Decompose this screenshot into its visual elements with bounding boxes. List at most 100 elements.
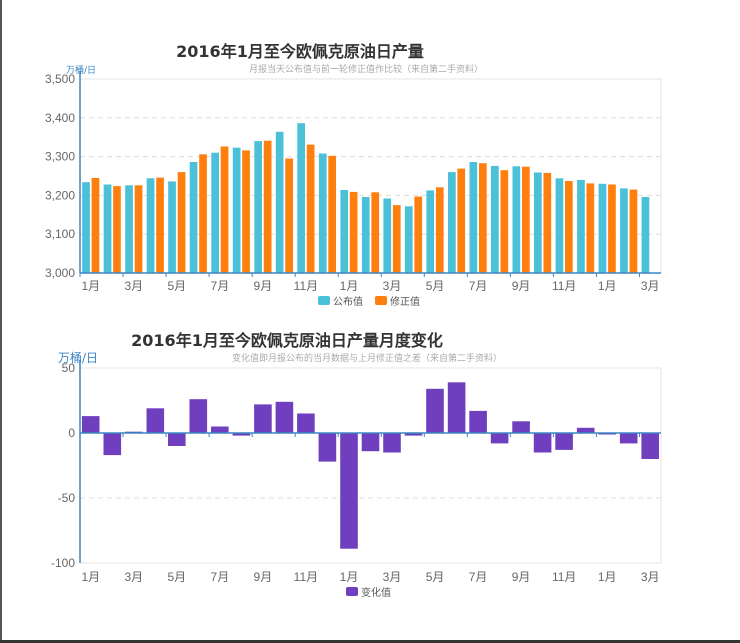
chart1-bar-s1-2016-09[interactable]: [254, 141, 262, 273]
chart1-bar-s2-2016-03[interactable]: [134, 185, 143, 273]
chart1-bar-s1-2016-02[interactable]: [103, 184, 112, 274]
chart1-bar-s1-2017-06[interactable]: [448, 172, 456, 273]
chart1-bar-s1-2016-06[interactable]: [189, 162, 198, 273]
chart1-x-tick-label: 5月: [426, 279, 445, 293]
chart1-bar-s1-2016-07[interactable]: [211, 152, 219, 273]
chart1-bar-s1-2017-02[interactable]: [361, 197, 370, 273]
chart1-bar-s1-2017-04[interactable]: [404, 206, 413, 273]
chart1-x-tick-label: 3月: [124, 279, 143, 293]
chart2-y-ticks: -100 -50 0 50: [51, 360, 81, 570]
chart2-bar-s1-2016-05[interactable]: [168, 433, 186, 446]
chart2-bar-s1-2017-08[interactable]: [490, 433, 509, 444]
chart1-bar-s1-2016-12[interactable]: [318, 153, 327, 274]
chart2-bars: [81, 382, 659, 549]
chart2-bar-s1-2016-09[interactable]: [254, 404, 272, 433]
chart1-y-unit: 万桶/日: [66, 64, 96, 76]
chart1-bar-s1-2017-11[interactable]: [555, 178, 564, 273]
chart2-bar-s1-2016-07[interactable]: [211, 426, 229, 434]
chart2-bar-s1-2017-12[interactable]: [576, 427, 595, 433]
chart1-bar-s2-2017-10[interactable]: [543, 172, 552, 273]
chart2-bar-s1-2016-04[interactable]: [146, 408, 165, 433]
chart2-bar-s1-2016-10[interactable]: [275, 401, 294, 433]
chart1-bar-s2-2016-11[interactable]: [306, 144, 315, 273]
chart1-bar-s1-2017-08[interactable]: [491, 165, 499, 273]
chart1-x-tick-label: 5月: [167, 279, 186, 293]
chart1-bar-s2-2017-08[interactable]: [500, 170, 509, 273]
chart2-x-tick-label: 7月: [211, 570, 230, 584]
chart1-bar-s1-2018-03[interactable]: [641, 197, 650, 273]
chart1-bar-s1-2017-03[interactable]: [383, 198, 392, 274]
chart2-bar-s1-2016-08[interactable]: [232, 433, 251, 436]
chart2-bar-s1-2017-04[interactable]: [404, 433, 423, 436]
chart1-bar-s1-2017-05[interactable]: [426, 190, 435, 273]
chart2-bar-s1-2017-10[interactable]: [533, 433, 552, 453]
chart1-bars: [82, 123, 650, 274]
legend-label-change[interactable]: 变化值: [361, 586, 391, 599]
chart1-bar-s1-2017-07[interactable]: [469, 162, 478, 273]
chart1-bar-s2-2016-06[interactable]: [199, 154, 207, 273]
chart2-bar-s1-2017-01[interactable]: [340, 433, 358, 549]
chart1-bar-s2-2016-07[interactable]: [220, 146, 229, 274]
chart2-bar-s1-2017-11[interactable]: [555, 433, 573, 450]
chart1-bar-s2-2017-11[interactable]: [565, 181, 573, 273]
chart2-bar-s1-2016-06[interactable]: [189, 399, 208, 433]
chart1-bar-s1-2016-03[interactable]: [125, 185, 133, 273]
chart1-bar-s2-2018-02[interactable]: [629, 189, 638, 273]
chart1-bar-s2-2017-06[interactable]: [457, 168, 466, 273]
chart2-bar-s1-2017-05[interactable]: [426, 388, 444, 433]
chart1-bar-s1-2016-01[interactable]: [82, 182, 90, 273]
legend-label-revised[interactable]: 修正值: [390, 295, 420, 308]
chart2-bar-s1-2017-07[interactable]: [469, 410, 487, 433]
chart1-bar-s2-2017-02[interactable]: [371, 192, 380, 273]
chart1-bar-s1-2016-05[interactable]: [168, 181, 176, 273]
chart1-bar-s2-2016-01[interactable]: [91, 177, 100, 273]
chart1-bar-s2-2017-01[interactable]: [349, 191, 358, 273]
chart2-bar-s1-2018-03[interactable]: [641, 433, 659, 459]
chart1-bar-s2-2018-01[interactable]: [608, 184, 616, 274]
legend-swatch-revised[interactable]: [375, 296, 387, 305]
chart1-bar-s2-2016-04[interactable]: [156, 177, 164, 273]
chart1-bar-s2-2016-05[interactable]: [177, 172, 186, 273]
chart1-bar-s2-2016-12[interactable]: [328, 155, 336, 273]
chart2-legend[interactable]: 变化值: [346, 586, 391, 599]
chart1-y-ticks: 3,000 3,100 3,200 3,300 3,400 3,500: [45, 71, 81, 280]
chart2-bar-s1-2017-09[interactable]: [512, 421, 530, 433]
chart1-bar-s2-2017-07[interactable]: [479, 163, 487, 273]
chart2-bar-s1-2018-02[interactable]: [619, 433, 638, 444]
chart1-bar-s1-2017-10[interactable]: [534, 172, 542, 274]
chart1-bar-s2-2016-09[interactable]: [263, 140, 272, 273]
chart1-bar-s1-2016-11[interactable]: [297, 123, 305, 273]
chart1-bar-s1-2018-02[interactable]: [620, 188, 628, 273]
chart2-bar-s1-2017-06[interactable]: [447, 382, 466, 433]
chart1-bar-s1-2018-01[interactable]: [598, 183, 607, 273]
chart1-bar-s1-2016-04[interactable]: [146, 178, 155, 273]
chart1-bar-s2-2017-09[interactable]: [522, 166, 530, 273]
chart2-bar-s1-2016-12[interactable]: [318, 433, 337, 462]
chart1-bar-s2-2017-03[interactable]: [392, 205, 401, 273]
chart1-bar-s1-2017-09[interactable]: [512, 166, 521, 273]
chart1-y-tick-label: 3,000: [45, 266, 75, 280]
chart1-bar-s1-2016-08[interactable]: [232, 147, 241, 273]
chart1-bar-s2-2016-10[interactable]: [285, 158, 293, 274]
chart2-bar-s1-2016-11[interactable]: [297, 413, 315, 434]
chart1-bar-s2-2017-05[interactable]: [435, 187, 444, 273]
chart1-legend[interactable]: 公布值 修正值: [318, 295, 420, 308]
chart1-bar-s1-2017-01[interactable]: [340, 190, 349, 273]
chart1-bar-s2-2017-04[interactable]: [414, 196, 423, 273]
legend-swatch-published[interactable]: [318, 296, 330, 305]
chart1-bar-s1-2016-10[interactable]: [275, 131, 284, 273]
chart2-x-tick-label: 3月: [124, 570, 143, 584]
chart2-bar-s1-2016-01[interactable]: [81, 416, 100, 433]
chart1-bar-s1-2017-12[interactable]: [577, 179, 585, 273]
chart2-bar-s1-2017-03[interactable]: [383, 433, 401, 453]
legend-label-published[interactable]: 公布值: [333, 295, 363, 308]
chart2-x-tick-label: 3月: [641, 570, 660, 584]
chart2-bar-s1-2016-02[interactable]: [103, 433, 122, 456]
chart1-bar-s2-2016-08[interactable]: [242, 150, 250, 273]
chart1-x-tick-label: 3月: [641, 279, 660, 293]
chart1-bar-s2-2017-12[interactable]: [586, 183, 595, 273]
legend-swatch-change[interactable]: [346, 587, 358, 596]
chart1-bar-s2-2016-02[interactable]: [113, 186, 121, 273]
chart1-x-tick-label: 1月: [598, 279, 617, 293]
chart2-bar-s1-2017-02[interactable]: [361, 433, 380, 452]
